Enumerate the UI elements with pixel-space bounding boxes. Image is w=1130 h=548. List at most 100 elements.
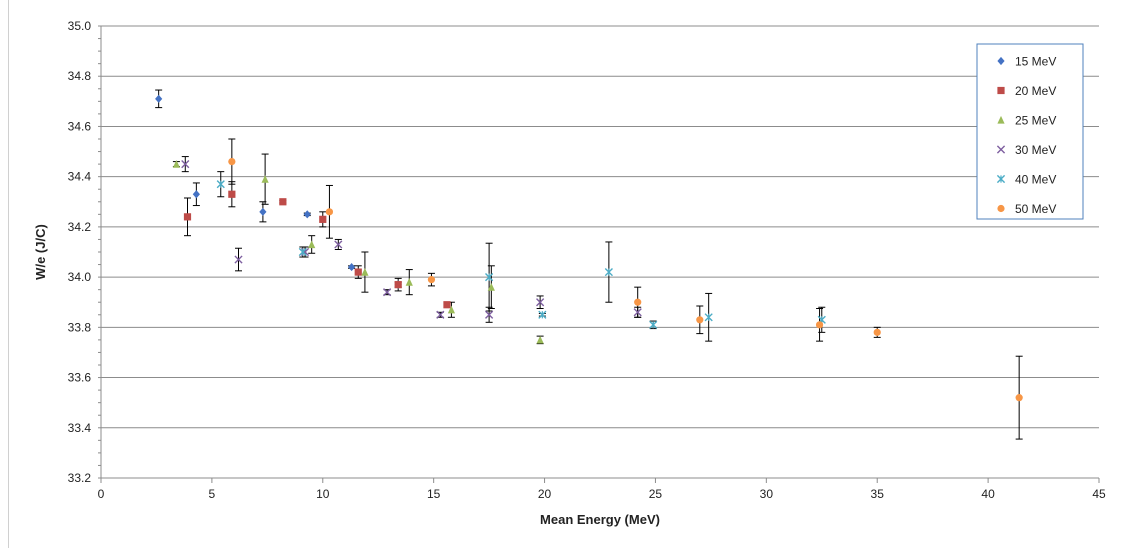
data-point — [172, 160, 181, 168]
legend-marker — [996, 174, 1006, 184]
data-point — [485, 273, 494, 282]
data-point — [815, 321, 824, 329]
data-point — [704, 313, 713, 322]
data-point — [216, 180, 225, 189]
x-tick-label: 35 — [871, 487, 885, 501]
data-point — [634, 298, 642, 306]
legend-item: 50 MeV — [997, 202, 1056, 216]
data-point — [228, 190, 236, 198]
data-point-stroke — [234, 255, 243, 264]
axes — [98, 25, 1100, 483]
y-tick-label: 33.4 — [68, 421, 92, 435]
y-tick-label: 33.6 — [68, 371, 92, 385]
data-point-stroke — [382, 288, 392, 297]
data-point — [538, 310, 547, 319]
y-axis-title: W/e (J/C) — [33, 224, 48, 280]
y-tick-label: 34.0 — [68, 270, 92, 284]
legend-item: 40 MeV — [996, 173, 1056, 187]
grid-lines — [101, 25, 1099, 479]
legend: 15 MeV 20 MeV 25 MeV 30 MeV 40 MeV 50 MeV — [976, 43, 1084, 220]
scatter-chart: 33.2 33.4 33.6 33.8 34.0 34.2 34.4 34.6 34.8 35.0… — [33, 19, 1106, 527]
data-point — [696, 316, 704, 324]
data-point-stroke — [536, 298, 545, 307]
data-point — [308, 240, 316, 249]
legend-item: 25 MeV — [997, 114, 1056, 128]
data-point — [485, 310, 494, 319]
data-point — [873, 328, 881, 336]
data-point-stroke — [334, 240, 343, 249]
y-tick-label: 34.8 — [68, 69, 92, 83]
x-tick-label: 5 — [209, 487, 216, 501]
tick-labels: 33.2 33.4 33.6 33.8 34.0 34.2 34.4 34.6 34.8 35.0… — [68, 19, 1106, 501]
y-tick-label: 34.4 — [68, 170, 92, 184]
data-point — [319, 215, 327, 223]
data-point — [298, 247, 307, 257]
data-point — [361, 267, 369, 276]
data-point — [427, 276, 436, 284]
data-point-stroke — [633, 308, 642, 317]
legend-item: 30 MeV — [996, 143, 1056, 157]
data-point — [487, 283, 495, 291]
legend-label: 40 MeV — [1015, 173, 1056, 187]
x-tick-label: 25 — [649, 487, 663, 501]
data-point — [443, 301, 451, 309]
legend-marker — [996, 145, 1006, 154]
x-tick-label: 30 — [760, 487, 774, 501]
x-tick-label: 20 — [538, 487, 552, 501]
y-tick-label: 33.2 — [68, 471, 92, 485]
legend-marker — [997, 204, 1005, 213]
data-point — [354, 268, 362, 276]
legend-item: 20 MeV — [997, 84, 1056, 98]
data-point — [394, 281, 402, 289]
legend-label: 25 MeV — [1015, 114, 1056, 128]
chart-frame: 33.2 33.4 33.6 33.8 34.0 34.2 34.4 34.6 34.8 35.0… — [8, 0, 1122, 548]
data-point — [303, 210, 311, 219]
legend-marker — [997, 86, 1005, 95]
data-point — [633, 308, 642, 317]
legend-label: 20 MeV — [1015, 84, 1056, 98]
data-point — [436, 310, 445, 319]
legend-label: 50 MeV — [1015, 202, 1056, 216]
data-point — [155, 94, 163, 103]
data-point — [348, 262, 356, 272]
data-point — [334, 240, 343, 249]
data-point — [405, 278, 413, 286]
data-point — [325, 208, 334, 216]
error-bars — [155, 89, 1023, 440]
data-point — [536, 298, 545, 307]
x-tick-label: 45 — [1092, 487, 1106, 501]
data-markers — [155, 94, 1023, 402]
x-tick-label: 15 — [427, 487, 441, 501]
legend-label: 30 MeV — [1015, 143, 1056, 157]
data-point — [649, 320, 658, 329]
data-point-stroke — [436, 310, 445, 319]
data-point — [234, 255, 243, 264]
data-point — [192, 190, 200, 199]
legend-marker — [997, 56, 1005, 66]
data-point-stroke — [181, 160, 190, 169]
data-point — [181, 160, 190, 169]
data-point — [604, 267, 613, 277]
legend-label: 15 MeV — [1015, 55, 1056, 69]
data-point-stroke — [485, 310, 494, 319]
data-point — [279, 198, 287, 206]
x-tick-label: 40 — [981, 487, 995, 501]
data-point — [447, 305, 456, 314]
y-tick-label: 34.6 — [68, 119, 92, 133]
data-point — [261, 175, 269, 183]
x-tick-label: 10 — [316, 487, 330, 501]
legend-marker — [997, 115, 1005, 124]
data-point — [259, 207, 267, 216]
data-point — [228, 158, 236, 166]
x-tick-label: 0 — [98, 487, 105, 501]
y-tick-label: 35.0 — [68, 19, 92, 33]
data-point — [1015, 394, 1023, 402]
x-axis-title: Mean Energy (MeV) — [540, 512, 660, 527]
data-point — [183, 213, 192, 221]
legend-marker-stroke — [996, 145, 1006, 154]
y-tick-label: 33.8 — [68, 320, 92, 334]
legend-box — [976, 43, 1084, 220]
data-point — [382, 288, 392, 297]
legend-item: 15 MeV — [997, 55, 1056, 69]
legend-items: 15 MeV 20 MeV 25 MeV 30 MeV 40 MeV 50 MeV — [996, 55, 1056, 216]
